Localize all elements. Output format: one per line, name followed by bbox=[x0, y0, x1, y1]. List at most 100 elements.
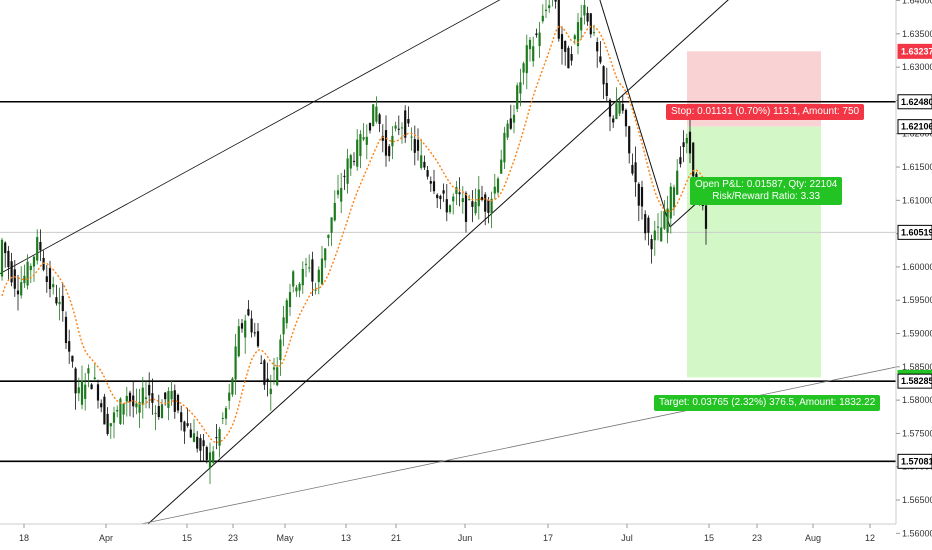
candle-body bbox=[365, 136, 368, 145]
candle-body bbox=[461, 198, 464, 203]
candle-body bbox=[61, 295, 64, 312]
candle-body bbox=[564, 40, 567, 52]
candle-body bbox=[327, 234, 330, 239]
candle-body bbox=[416, 139, 420, 151]
candle-body bbox=[394, 125, 397, 129]
candle-body bbox=[304, 263, 308, 265]
target-label-text: Target: 0.03765 (2.32%) 376.5, Amount: 1… bbox=[659, 397, 876, 408]
candle-body bbox=[13, 269, 16, 289]
candle-body bbox=[202, 440, 205, 447]
candle-body bbox=[20, 282, 23, 296]
candle-body bbox=[586, 12, 589, 22]
candle-body bbox=[167, 390, 170, 408]
price-tag-text: 1.60519 bbox=[901, 227, 932, 237]
price-tag-1.62480: 1.62480 bbox=[897, 94, 932, 110]
candle-body bbox=[157, 406, 160, 418]
candle-body bbox=[608, 99, 612, 117]
x-tick-label: 17 bbox=[543, 533, 553, 543]
candle-body bbox=[631, 165, 634, 174]
candle-body bbox=[516, 85, 519, 109]
candle-body bbox=[180, 412, 183, 423]
candle-body bbox=[464, 192, 468, 222]
candle-body bbox=[55, 297, 58, 304]
candle-body bbox=[448, 205, 452, 213]
trend-line-3 bbox=[599, 0, 671, 228]
candle-body bbox=[592, 32, 596, 34]
y-tick-label: 1.64000 bbox=[902, 0, 932, 6]
candle-body bbox=[32, 256, 36, 267]
candle-body bbox=[420, 155, 423, 168]
candle-body bbox=[282, 317, 285, 335]
candle-body bbox=[288, 292, 292, 308]
target-zone bbox=[687, 126, 821, 378]
candle-body bbox=[429, 181, 432, 184]
candle-body bbox=[612, 118, 615, 123]
price-tag-text: 1.57081 bbox=[901, 456, 932, 466]
candle-body bbox=[154, 412, 157, 414]
x-tick-label: 21 bbox=[391, 533, 401, 543]
candle-body bbox=[183, 421, 186, 432]
price-tag-1.58285: 1.58285 bbox=[897, 373, 932, 389]
candle-body bbox=[352, 160, 356, 162]
candle-body bbox=[212, 451, 215, 463]
candle-body bbox=[237, 326, 240, 357]
candle-body bbox=[522, 63, 525, 73]
y-tick-label: 1.59500 bbox=[902, 295, 932, 305]
price-tag-text: 1.62480 bbox=[901, 97, 932, 107]
candle-body bbox=[266, 378, 269, 382]
candle-body bbox=[218, 429, 221, 446]
candle-body bbox=[317, 269, 320, 283]
candle-body bbox=[528, 39, 532, 50]
x-tick-label: 23 bbox=[752, 533, 762, 543]
candle-body bbox=[596, 42, 599, 52]
candle-body bbox=[151, 393, 154, 403]
candle-body bbox=[644, 214, 647, 234]
candle-body bbox=[256, 331, 260, 347]
candle-body bbox=[71, 355, 74, 362]
trend-line-0 bbox=[0, 0, 501, 274]
candle-body bbox=[84, 384, 87, 399]
candle-body bbox=[199, 438, 202, 451]
candle-body bbox=[189, 429, 192, 438]
candle-body bbox=[196, 436, 199, 449]
candle-body bbox=[573, 35, 576, 40]
candle-body bbox=[292, 271, 295, 287]
candle-body bbox=[343, 175, 346, 177]
x-tick-label: 12 bbox=[865, 533, 875, 543]
candle-body bbox=[29, 265, 32, 271]
candle-body bbox=[295, 287, 298, 292]
candle-body bbox=[231, 378, 234, 395]
price-tag-text: 1.63237 bbox=[901, 46, 932, 56]
candle-body bbox=[135, 403, 138, 408]
y-tick-label: 1.60000 bbox=[902, 262, 932, 272]
candle-body bbox=[452, 196, 455, 202]
x-tick-label: Aug bbox=[805, 533, 821, 543]
candle-body bbox=[311, 259, 314, 282]
candle-body bbox=[410, 136, 413, 138]
candle-body bbox=[64, 316, 68, 344]
candle-body bbox=[314, 289, 317, 291]
candle-body bbox=[244, 320, 247, 338]
candle-body bbox=[538, 32, 541, 47]
open-pnl-label: Open P&L: 0.01587, Qty: 22104 Risk/Rewar… bbox=[690, 177, 843, 205]
price-tag-1.57081: 1.57081 bbox=[897, 453, 932, 469]
candle-body bbox=[519, 82, 522, 94]
time-axis-bg bbox=[0, 524, 932, 550]
candle-body bbox=[80, 380, 84, 405]
candle-body bbox=[298, 283, 301, 291]
candle-body bbox=[378, 114, 381, 124]
price-tag-1.60519: 1.60519 bbox=[897, 224, 932, 240]
candle-body bbox=[320, 258, 324, 285]
candle-body bbox=[628, 126, 631, 154]
candle-body bbox=[349, 155, 352, 169]
stop-label-text: Stop: 0.01131 (0.70%) 113.1, Amount: 750 bbox=[671, 106, 860, 117]
candle-body bbox=[362, 137, 365, 140]
candle-body bbox=[330, 217, 333, 233]
candle-body bbox=[52, 284, 55, 288]
candles-group bbox=[0, 0, 708, 484]
candle-body bbox=[688, 131, 692, 154]
candle-body bbox=[509, 118, 512, 129]
candle-body bbox=[544, 9, 548, 12]
